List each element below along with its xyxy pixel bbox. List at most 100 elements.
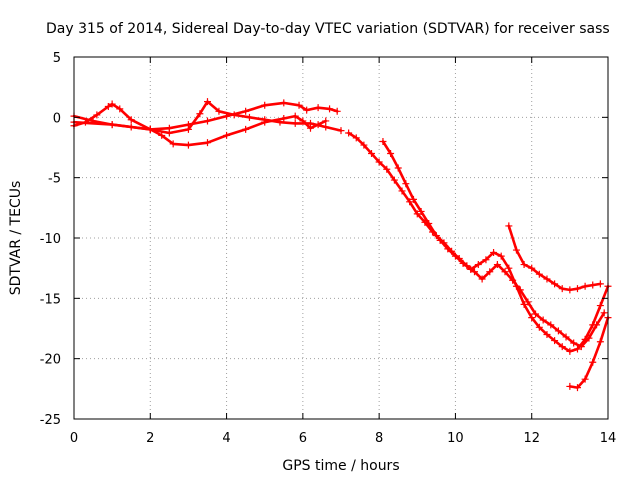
data-point (554, 327, 562, 335)
data-point (471, 268, 478, 276)
y-tick-label: 0 (53, 111, 61, 126)
x-tick-label: 6 (299, 431, 307, 446)
data-point (573, 345, 581, 353)
data-point (390, 176, 398, 184)
data-point (577, 343, 585, 351)
data-point (493, 261, 501, 269)
y-tick-labels: 5 0 -5 -10 -15 -20 -25 (40, 51, 61, 428)
data-point (501, 268, 509, 276)
data-point (314, 104, 322, 112)
series-line-7 (568, 316, 610, 389)
data-point (585, 334, 593, 342)
data-point (486, 268, 494, 276)
data-point (528, 264, 536, 272)
data-point (478, 275, 486, 283)
data-point (406, 198, 414, 206)
data-point (196, 110, 204, 118)
data-point (337, 127, 345, 135)
data-point (528, 314, 536, 322)
data-point (551, 337, 559, 345)
data-point (116, 105, 124, 113)
data-point (261, 101, 269, 109)
data-point (539, 316, 547, 324)
data-point (108, 121, 116, 129)
y-tick-label: 5 (53, 51, 61, 66)
data-point (593, 321, 601, 329)
data-point (306, 119, 314, 127)
data-point (600, 309, 608, 317)
data-point (409, 195, 417, 203)
data-point (543, 331, 551, 339)
data-point (520, 261, 528, 269)
data-point (204, 139, 211, 147)
series-line-4 (347, 131, 610, 353)
data-point (383, 165, 391, 173)
data-point (596, 338, 604, 346)
data-point (573, 285, 581, 293)
data-point (573, 384, 581, 392)
data-point (589, 358, 597, 366)
data-point (375, 158, 383, 166)
data-point (398, 187, 406, 195)
data-point (566, 382, 574, 390)
data-point (551, 280, 559, 288)
data-point (276, 118, 284, 126)
x-axis-title: GPS time / hours (282, 458, 399, 474)
data-point (280, 115, 288, 123)
data-point (474, 261, 482, 269)
data-point (108, 100, 116, 108)
data-point (127, 116, 135, 124)
data-point (146, 125, 154, 133)
data-point (596, 302, 604, 310)
y-axis-title: SDTVAR / TECUs (8, 181, 24, 296)
data-point (368, 150, 376, 158)
data-point (322, 123, 330, 131)
x-tick-labels: 0 2 4 6 8 10 12 14 (70, 431, 616, 446)
x-tick-label: 4 (222, 431, 230, 446)
data-point (505, 222, 513, 230)
data-point (448, 247, 456, 255)
data-point (104, 102, 112, 110)
data-point (394, 164, 402, 172)
data-point (524, 298, 532, 306)
data-point (562, 333, 570, 341)
data-point (326, 105, 334, 113)
data-point (566, 347, 574, 355)
data-point (242, 107, 250, 115)
data-point (242, 125, 250, 133)
data-point (558, 285, 566, 293)
data-point (532, 310, 540, 318)
data-point (291, 112, 299, 120)
data-point (512, 246, 520, 254)
data-point (261, 116, 269, 124)
data-point (230, 111, 238, 119)
data-point (345, 129, 353, 137)
y-tick-label: -25 (40, 413, 61, 428)
x-tick-label: 14 (600, 431, 617, 446)
data-point (497, 252, 505, 260)
y-tick-label: -5 (48, 172, 61, 187)
data-point (387, 150, 395, 158)
y-tick-label: -10 (40, 232, 61, 247)
axis-ticks (73, 56, 609, 420)
x-tick-label: 10 (447, 431, 464, 446)
x-tick-label: 0 (70, 431, 78, 446)
data-point (333, 107, 341, 115)
data-point (570, 339, 578, 347)
data-point (245, 113, 253, 121)
data-point (558, 343, 566, 351)
data-point (215, 107, 223, 115)
data-point (417, 207, 425, 215)
y-tick-label: -15 (40, 292, 61, 307)
series-line-5 (381, 140, 606, 348)
data-point (505, 264, 513, 272)
data-point (425, 220, 433, 228)
data-point (413, 210, 421, 218)
data-point (303, 106, 311, 114)
data-point (432, 232, 440, 240)
data-point (535, 270, 543, 278)
chart-title: Day 315 of 2014, Sidereal Day-to-day VTE… (46, 21, 610, 37)
data-point (581, 375, 589, 383)
data-point (352, 134, 360, 142)
series-line-6 (507, 224, 602, 292)
